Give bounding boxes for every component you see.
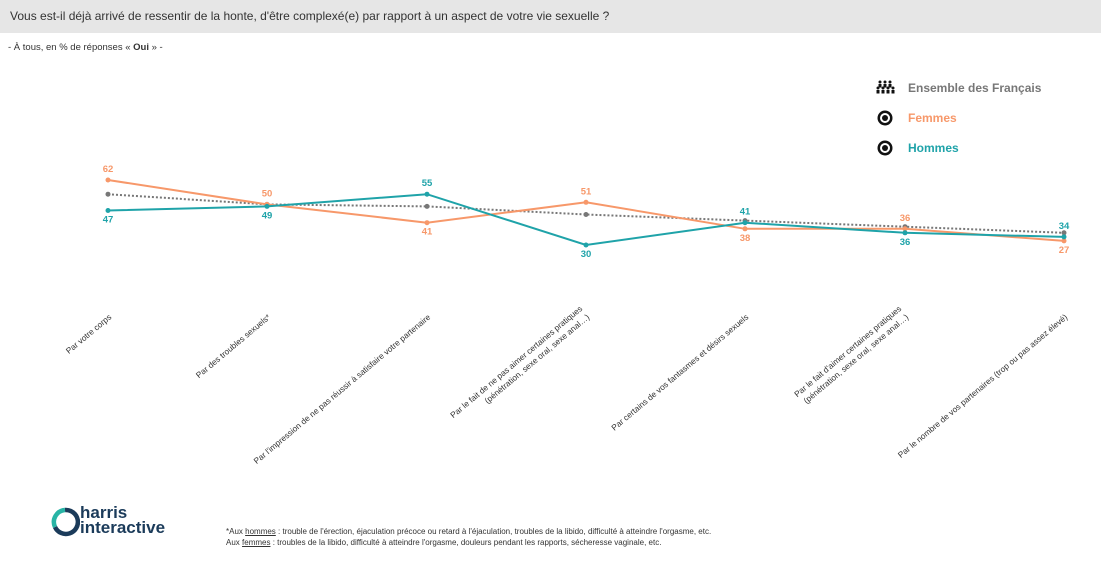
line-chart: 62 47 50 49 41 55 51 30 38 41 36 36 27 34 Par votre c… bbox=[64, 80, 1070, 466]
footnote-men-pre: *Aux bbox=[226, 527, 246, 536]
footnote-men: *Aux hommes : trouble de l'érection, éja… bbox=[226, 526, 711, 537]
target-icon-1 bbox=[877, 110, 893, 126]
harris-logo-text: harris interactive bbox=[80, 503, 166, 537]
category-label-0: Par votre corps bbox=[64, 312, 114, 356]
target-icon-2 bbox=[877, 140, 893, 156]
category-text-5-0: Par le fait d'aimer certaines pratiques bbox=[792, 303, 903, 399]
label-femmes-1: 50 bbox=[262, 188, 273, 199]
category-labels: Par votre corps Par des troubles sexuels*… bbox=[64, 303, 1070, 466]
question-bar: Vous est-il déjà arrivé de ressentir de … bbox=[0, 0, 1101, 33]
point-2-6 bbox=[1061, 234, 1067, 240]
label-femmes-3: 51 bbox=[581, 186, 592, 197]
label-femmes-4: 38 bbox=[740, 233, 751, 244]
footnote-women-u: femmes bbox=[242, 538, 271, 547]
label-hommes-1: 49 bbox=[262, 210, 273, 221]
category-text-3-1: (pénétration, sexe oral, sexe anal…) bbox=[482, 312, 591, 406]
category-label-2: Par l'impression de ne pas réussir à sat… bbox=[252, 312, 433, 466]
point-0-2 bbox=[424, 203, 430, 209]
point-2-5 bbox=[902, 230, 908, 236]
base-prefix: - À tous, en % de réponses « bbox=[8, 42, 134, 53]
harris-logo-icon bbox=[51, 507, 80, 537]
base-bold: Oui bbox=[133, 42, 149, 53]
category-label-4: Par certains de vos fantasmes et désirs … bbox=[609, 312, 750, 433]
category-text-2-0: Par l'impression de ne pas réussir à sat… bbox=[252, 312, 433, 466]
category-text-4-0: Par certains de vos fantasmes et désirs … bbox=[609, 312, 750, 433]
point-2-2 bbox=[424, 191, 430, 197]
legend-label-1: Femmes bbox=[908, 111, 957, 125]
series-layer: 62 47 50 49 41 55 51 30 38 41 36 36 27 34 bbox=[103, 164, 1070, 260]
point-0-3 bbox=[583, 212, 589, 217]
category-label-6: Par le nombre de vos partenaires (trop o… bbox=[896, 312, 1070, 460]
footnote-women: Aux femmes : troubles de la libido, diff… bbox=[226, 537, 711, 548]
question-text: Vous est-il déjà arrivé de ressentir de … bbox=[10, 9, 610, 23]
legend-label-2: Hommes bbox=[908, 141, 959, 155]
category-label-1: Par des troubles sexuels* bbox=[194, 311, 273, 380]
logo-line2: interactive bbox=[80, 518, 166, 537]
point-2-3 bbox=[583, 242, 589, 248]
category-label-3: Par le fait de ne pas aimer certaines pr… bbox=[448, 303, 591, 419]
point-2-1 bbox=[264, 203, 270, 209]
base-suffix: » - bbox=[149, 42, 163, 53]
label-hommes-4: 41 bbox=[740, 207, 751, 218]
logo-line1: harris bbox=[80, 503, 128, 522]
footnote-women-pre: Aux bbox=[226, 538, 243, 547]
point-2-4 bbox=[742, 220, 748, 226]
point-1-6 bbox=[1061, 238, 1067, 244]
legend: Ensemble des Français Femmes Hommes bbox=[876, 80, 1042, 156]
label-femmes-0: 62 bbox=[103, 164, 114, 175]
people-group-icon bbox=[876, 80, 895, 94]
footnote: *Aux hommes : trouble de l'érection, éja… bbox=[226, 526, 711, 548]
label-hommes-6: 34 bbox=[1059, 221, 1070, 232]
footnote-men-u: hommes bbox=[245, 527, 276, 536]
footnote-women-text: : troubles de la libido, difficulté à at… bbox=[270, 538, 662, 547]
category-label-5: Par le fait d'aimer certaines pratiques(… bbox=[792, 303, 910, 406]
label-hommes-5: 36 bbox=[900, 237, 911, 248]
label-hommes-2: 55 bbox=[422, 178, 433, 189]
label-femmes-6: 27 bbox=[1059, 245, 1070, 256]
label-hommes-0: 47 bbox=[103, 215, 114, 226]
category-text-6-0: Par le nombre de vos partenaires (trop o… bbox=[896, 312, 1070, 460]
point-1-3 bbox=[583, 199, 589, 205]
point-1-0 bbox=[105, 177, 111, 183]
category-text-3-0: Par le fait de ne pas aimer certaines pr… bbox=[448, 303, 584, 419]
label-femmes-5: 36 bbox=[900, 213, 911, 224]
point-1-2 bbox=[424, 220, 430, 226]
point-0-6 bbox=[1061, 230, 1067, 236]
point-0-0 bbox=[105, 191, 111, 197]
point-1-5 bbox=[902, 226, 908, 232]
point-1-4 bbox=[742, 226, 748, 232]
legend-label-0: Ensemble des Français bbox=[908, 81, 1042, 95]
base-subtitle: - À tous, en % de réponses « Oui » - bbox=[8, 42, 163, 53]
category-text-1-0: Par des troubles sexuels* bbox=[194, 311, 273, 380]
footnote-men-text: : trouble de l'érection, éjaculation pré… bbox=[275, 527, 712, 536]
label-femmes-2: 41 bbox=[422, 227, 433, 238]
label-hommes-3: 30 bbox=[581, 249, 592, 260]
category-text-0-0: Par votre corps bbox=[64, 312, 114, 356]
point-2-0 bbox=[105, 208, 111, 213]
category-text-5-1: (pénétration, sexe oral, sexe anal…) bbox=[801, 312, 910, 406]
